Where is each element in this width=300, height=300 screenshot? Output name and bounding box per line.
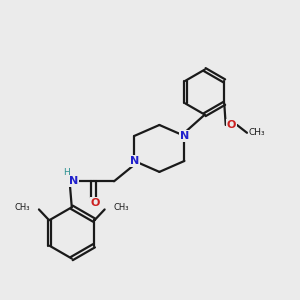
- Text: O: O: [227, 120, 236, 130]
- Text: N: N: [130, 156, 139, 166]
- Text: H: H: [63, 168, 70, 177]
- Text: O: O: [91, 198, 100, 208]
- Text: CH₃: CH₃: [113, 203, 129, 212]
- Text: CH₃: CH₃: [15, 203, 30, 212]
- Text: N: N: [180, 131, 189, 141]
- Text: N: N: [69, 176, 78, 186]
- Text: CH₃: CH₃: [249, 128, 265, 137]
